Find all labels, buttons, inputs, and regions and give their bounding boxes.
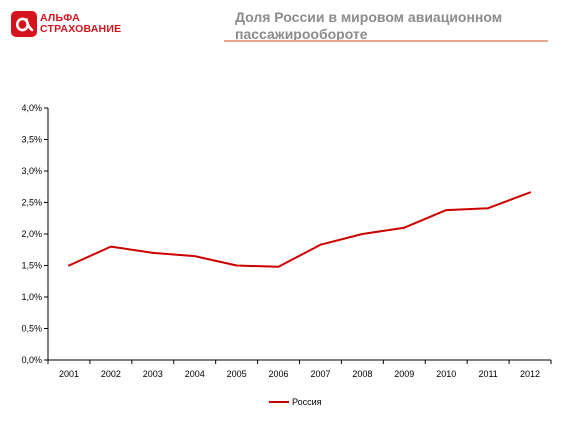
alfa-logo-icon xyxy=(11,11,37,37)
x-tick-label: 2004 xyxy=(185,369,205,379)
x-tick-label: 2003 xyxy=(143,369,163,379)
x-tick-label: 2005 xyxy=(227,369,247,379)
y-tick-label: 1,0% xyxy=(21,292,42,302)
series-line-0 xyxy=(68,191,531,268)
x-tick-label: 2002 xyxy=(101,369,121,379)
y-tick-label: 3,0% xyxy=(21,166,42,176)
data-point xyxy=(193,255,196,257)
data-point xyxy=(319,243,322,246)
slide-title-line-2: пассажирообороте xyxy=(235,26,368,42)
data-point xyxy=(487,207,490,210)
slide-title-line-1: Доля России в мировом авиационном xyxy=(235,9,503,25)
data-point xyxy=(235,264,238,267)
data-point xyxy=(403,226,406,229)
x-tick-label: 2009 xyxy=(394,369,414,379)
y-tick-label: 1,5% xyxy=(21,261,42,271)
x-tick-label: 2011 xyxy=(478,369,497,379)
data-point xyxy=(68,264,70,267)
slide-title: Доля России в мировом авиационном пассаж… xyxy=(235,9,535,43)
x-tick-label: 2012 xyxy=(520,369,540,379)
logo-line-2: СТРАХОВАНИЕ xyxy=(40,23,122,35)
company-logo-text: АЛЬФА СТРАХОВАНИЕ xyxy=(40,13,121,35)
y-tick-label: 3,5% xyxy=(21,135,42,145)
data-point xyxy=(361,233,364,235)
x-tick-label: 2010 xyxy=(436,369,456,379)
title-underline xyxy=(224,40,548,42)
y-tick-label: 0,0% xyxy=(21,355,42,365)
x-tick-label: 2001 xyxy=(59,369,79,379)
x-tick-label: 2008 xyxy=(352,369,372,379)
x-tick-label: 2007 xyxy=(310,369,330,379)
data-point xyxy=(277,265,280,268)
y-tick-label: 2,0% xyxy=(21,229,42,239)
x-tick-label: 2006 xyxy=(269,369,289,379)
data-point xyxy=(151,252,154,254)
logo-line-1: АЛЬФА xyxy=(40,12,80,24)
y-tick-label: 4,0% xyxy=(21,103,42,113)
y-tick-label: 0,5% xyxy=(21,324,42,334)
data-point xyxy=(109,245,112,248)
legend-label: Россия xyxy=(292,397,322,407)
y-tick-label: 2,5% xyxy=(21,198,42,208)
data-point xyxy=(445,209,448,211)
data-point xyxy=(529,191,531,194)
